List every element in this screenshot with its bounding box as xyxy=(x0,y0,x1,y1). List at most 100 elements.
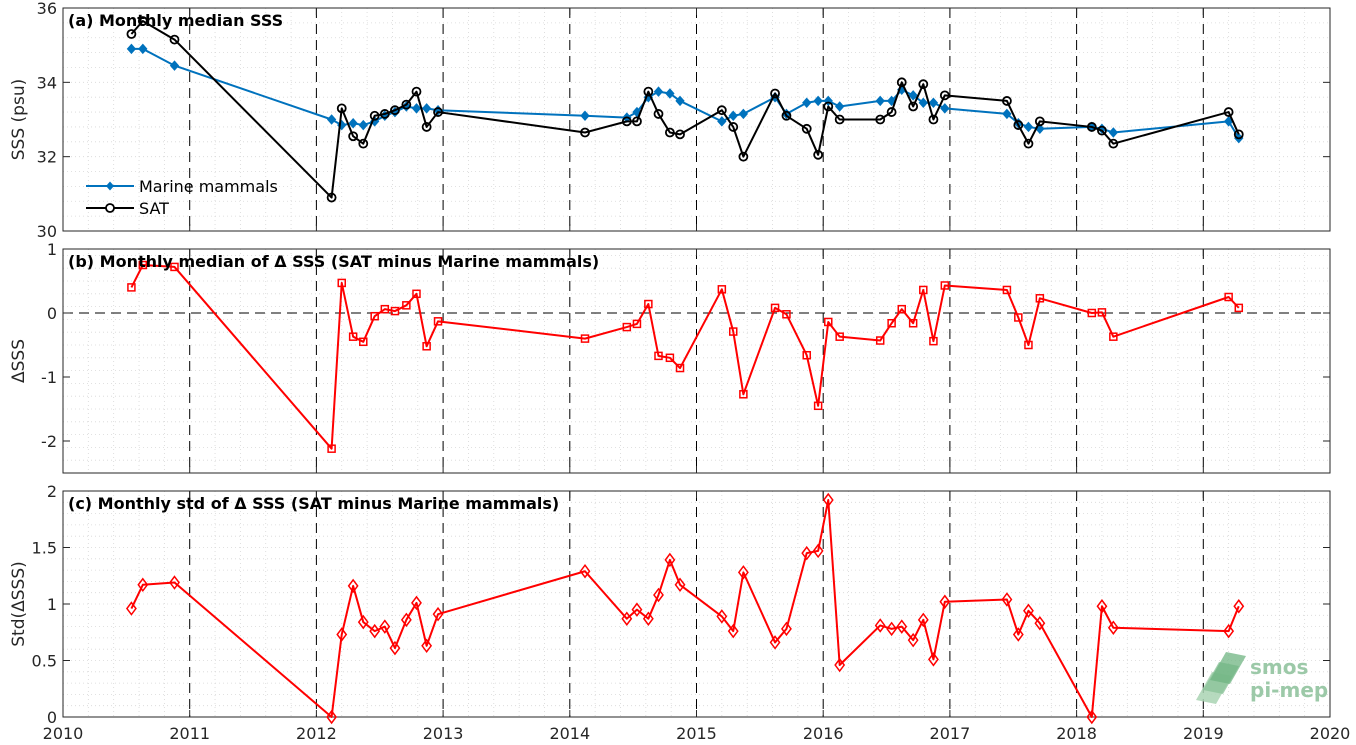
data-point xyxy=(348,117,358,129)
data-point xyxy=(822,492,834,508)
data-point xyxy=(738,108,749,120)
data-point xyxy=(642,611,654,626)
data-point xyxy=(675,363,685,373)
legend: Marine mammals SAT xyxy=(86,177,278,218)
data-point xyxy=(875,114,886,125)
data-point xyxy=(401,99,412,110)
y-tick-label: 2 xyxy=(47,482,57,501)
data-point xyxy=(919,285,928,295)
data-point xyxy=(917,612,929,628)
data-point xyxy=(770,303,780,313)
y-axis-label: Std(ΔSSS) xyxy=(9,561,29,647)
y-tick-label: -1 xyxy=(41,368,57,387)
data-point xyxy=(369,110,380,121)
data-point xyxy=(813,149,824,160)
data-point xyxy=(1109,332,1118,341)
x-tick-label: 2012 xyxy=(296,724,337,743)
data-point xyxy=(1233,599,1245,614)
data-point xyxy=(717,116,727,127)
data-point xyxy=(813,401,823,411)
x-tick-label: 2017 xyxy=(930,724,971,743)
data-point xyxy=(928,97,939,109)
y-tick-label: 0 xyxy=(47,304,57,323)
data-point xyxy=(781,621,792,637)
data-point xyxy=(138,260,148,270)
legend-label: Marine mammals xyxy=(139,177,278,196)
data-point xyxy=(1001,592,1013,607)
data-point xyxy=(1014,313,1023,322)
data-point xyxy=(653,109,664,119)
data-point xyxy=(400,612,412,628)
data-point xyxy=(896,77,907,88)
data-point xyxy=(1233,129,1244,140)
data-point xyxy=(348,332,358,341)
series-line-1 xyxy=(130,499,1240,718)
data-point xyxy=(126,43,137,55)
data-point xyxy=(716,609,728,624)
data-point xyxy=(622,322,632,332)
data-point xyxy=(897,304,907,314)
data-point xyxy=(929,336,938,346)
data-point xyxy=(653,86,664,97)
data-point xyxy=(908,101,919,112)
data-point xyxy=(728,122,739,132)
data-point xyxy=(665,353,675,363)
data-point xyxy=(632,319,642,329)
data-point xyxy=(813,95,823,107)
smos-pimep-logo: smos pi-mep xyxy=(1196,652,1328,704)
data-point xyxy=(347,578,359,594)
data-point xyxy=(739,390,748,399)
data-point xyxy=(169,34,180,45)
x-tick-label: 2015 xyxy=(676,724,717,743)
data-point xyxy=(643,86,654,97)
data-point xyxy=(357,614,369,630)
data-point xyxy=(769,635,781,650)
data-point xyxy=(717,285,727,294)
data-point xyxy=(675,95,685,107)
data-point xyxy=(1087,308,1097,318)
data-point xyxy=(125,601,137,616)
data-point xyxy=(327,444,336,453)
legend-label: SAT xyxy=(139,199,169,218)
data-point xyxy=(939,90,950,101)
data-point xyxy=(896,619,908,634)
data-point xyxy=(1034,615,1046,631)
data-point xyxy=(908,90,918,101)
data-point xyxy=(369,623,381,639)
data-point xyxy=(675,129,685,140)
data-point xyxy=(875,336,885,345)
data-point xyxy=(781,110,792,121)
y-tick-label: 32 xyxy=(37,148,57,167)
data-point xyxy=(326,192,337,203)
x-tick-label: 2018 xyxy=(1056,724,1097,743)
data-point xyxy=(886,107,897,117)
panel-1: 30 32 34 36 SSS (psu) (a) Monthly median SSS M… xyxy=(9,0,1331,241)
data-point xyxy=(1096,599,1108,614)
data-point xyxy=(580,127,590,138)
data-point xyxy=(874,618,886,633)
data-point xyxy=(621,611,633,626)
data-point xyxy=(918,97,928,109)
data-point xyxy=(1108,127,1119,138)
data-point xyxy=(126,29,137,39)
data-point xyxy=(738,151,749,162)
data-point xyxy=(380,304,390,314)
data-point xyxy=(653,587,664,603)
data-point xyxy=(621,116,632,127)
data-point xyxy=(1223,623,1235,639)
logo-text-smos: smos xyxy=(1250,655,1308,679)
y-tick-label: 34 xyxy=(37,73,57,92)
data-point xyxy=(421,103,432,114)
y-tick-label: 1 xyxy=(47,595,57,614)
data-point xyxy=(138,43,148,55)
data-point xyxy=(579,563,591,579)
y-tick-label: 0 xyxy=(47,708,57,727)
data-point xyxy=(336,103,347,114)
data-point xyxy=(940,103,950,114)
data-point xyxy=(326,709,338,725)
data-point xyxy=(801,545,813,561)
data-point xyxy=(674,577,686,593)
data-point xyxy=(665,88,675,99)
data-point xyxy=(728,110,738,122)
data-point xyxy=(169,575,180,590)
